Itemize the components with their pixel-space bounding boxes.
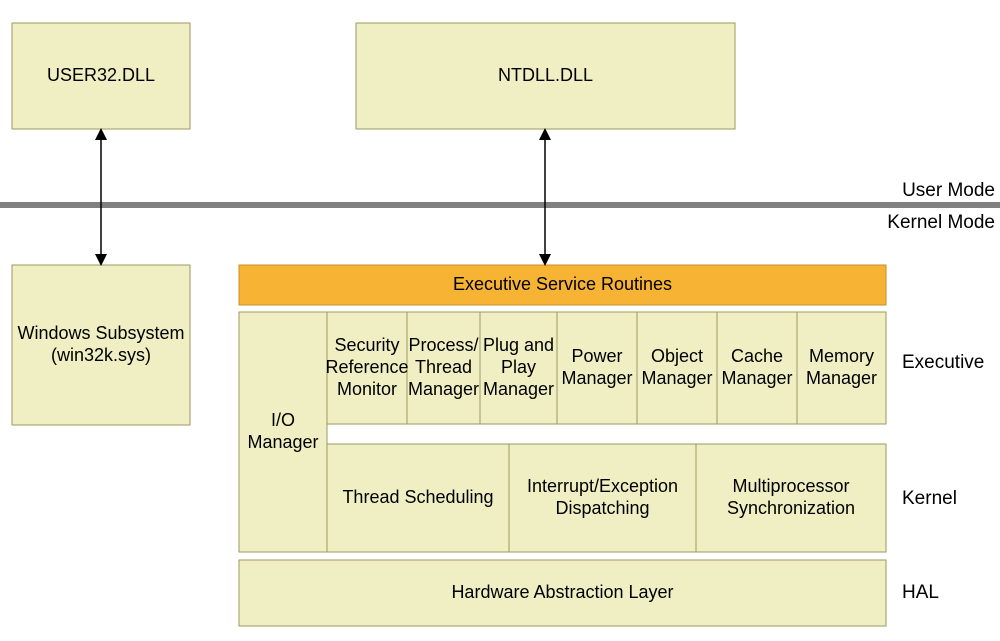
exec_hdr-label: Executive Service Routines — [453, 274, 672, 294]
memory-label: Memory — [809, 346, 874, 366]
side-label-user_mode: User Mode — [902, 180, 995, 201]
win32k-label: (win32k.sys) — [51, 345, 151, 365]
io_mgr-label: I/O — [271, 410, 295, 430]
int_disp-label: Interrupt/Exception — [527, 476, 678, 496]
side-label-executive: Executive — [902, 352, 984, 373]
cache-label: Cache — [731, 346, 783, 366]
int_disp-label: Dispatching — [555, 498, 649, 518]
proc_thr-label: Manager — [408, 379, 479, 399]
win32k-label: Windows Subsystem — [17, 323, 184, 343]
cache-label: Manager — [721, 368, 792, 388]
side-label-kernel_mode: Kernel Mode — [887, 212, 995, 233]
sec_ref-label: Security — [334, 335, 399, 355]
power-label: Manager — [561, 368, 632, 388]
io_mgr-label: Manager — [247, 432, 318, 452]
mp_sync-label: Synchronization — [727, 498, 855, 518]
user32-label: USER32.DLL — [47, 65, 155, 85]
thr_sched-label: Thread Scheduling — [342, 487, 493, 507]
object-label: Manager — [641, 368, 712, 388]
sec_ref-label: Reference — [325, 357, 408, 377]
memory-label: Manager — [806, 368, 877, 388]
hal-label: Hardware Abstraction Layer — [451, 582, 673, 602]
power-label: Power — [571, 346, 622, 366]
pnp-label: Manager — [483, 379, 554, 399]
side-label-kernel: Kernel — [902, 488, 957, 509]
architecture-diagram: USER32.DLL NTDLL.DLL Windows Subsystem(win… — [0, 0, 1000, 641]
proc_thr-label: Thread — [415, 357, 472, 377]
object-label: Object — [651, 346, 703, 366]
pnp-label: Play — [501, 357, 536, 377]
ntdll-label: NTDLL.DLL — [498, 65, 593, 85]
side-label-hal: HAL — [902, 582, 939, 603]
pnp-label: Plug and — [483, 335, 554, 355]
sec_ref-label: Monitor — [337, 379, 397, 399]
proc_thr-label: Process/ — [408, 335, 478, 355]
mp_sync-label: Multiprocessor — [732, 476, 849, 496]
